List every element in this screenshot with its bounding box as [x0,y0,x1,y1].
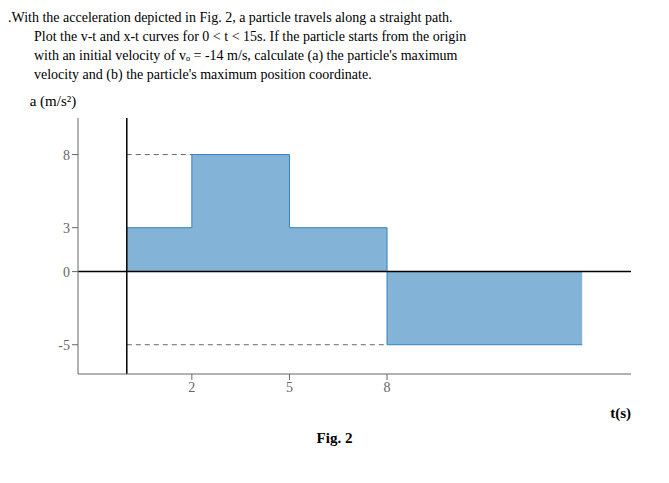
html-text:.With the acceleration depicte: .With the acceleration depicted in Fig. … [8,10,453,25]
svg-text:8: 8 [63,148,70,163]
html-text:Fig. 2: Fig. 2 [316,430,353,446]
svg-text:-5: -5 [58,338,70,353]
svg-text:5: 5 [286,380,293,395]
svg-text:t(s): t(s) [610,405,631,422]
svg-text:8: 8 [384,380,391,395]
html-text:velocity and (b) the particle': velocity and (b) the particle's maximum … [34,67,372,82]
svg-text:a (m/s²): a (m/s²) [30,93,77,110]
html-text:with an initial velocity of vₒ: with an initial velocity of vₒ = -14 m/s… [34,48,458,63]
svg-text:2: 2 [188,380,195,395]
svg-text:3: 3 [63,221,70,236]
svg-text:0: 0 [63,265,70,280]
html-text:Plot the v-t and x-t curves fo: Plot the v-t and x-t curves for 0 < t < … [34,29,467,44]
